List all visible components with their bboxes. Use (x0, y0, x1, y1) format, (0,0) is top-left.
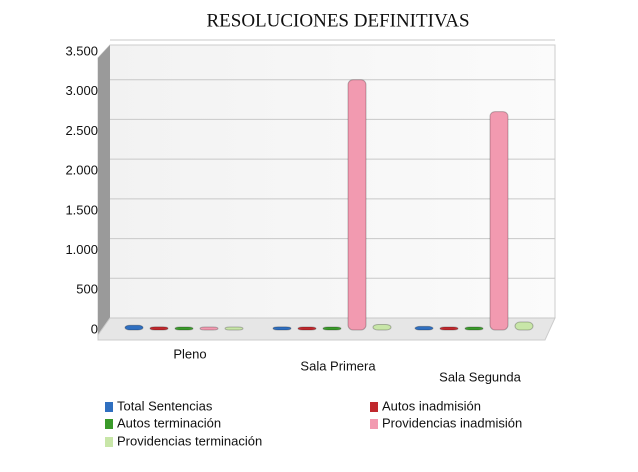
legend-label: Autos inadmisión (382, 398, 481, 413)
bar (464, 326, 484, 331)
x-tick-label: Sala Primera (300, 358, 376, 373)
bar (224, 326, 244, 331)
y-tick-label: 3.000 (65, 83, 98, 98)
chart-title: RESOLUCIONES DEFINITIVAS (206, 10, 469, 31)
y-tick-label: 2.500 (65, 123, 98, 138)
legend-swatch (105, 437, 113, 447)
legend-swatch (370, 402, 378, 412)
legend-label: Providencias inadmisión (382, 415, 522, 430)
legend-swatch (105, 402, 113, 412)
legend-swatch (105, 419, 113, 429)
x-tick-label: Sala Segunda (439, 369, 521, 384)
bar (514, 321, 534, 331)
back-wall (97, 44, 556, 337)
y-tick-label: 1.500 (65, 202, 98, 217)
y-tick-label: 0 (91, 321, 98, 336)
y-tick-label: 2.000 (65, 163, 98, 178)
bar (489, 111, 509, 331)
x-tick-label: Pleno (173, 346, 206, 361)
legend-label: Total Sentencias (117, 398, 213, 413)
legend-label: Providencias terminación (117, 433, 262, 448)
bar (347, 79, 367, 331)
side-wall (98, 45, 110, 335)
y-tick-label: 1.000 (65, 242, 98, 257)
bar (272, 326, 292, 331)
bar (322, 326, 342, 331)
bar (439, 326, 459, 331)
bar (297, 326, 317, 331)
bar (414, 325, 434, 331)
bar (372, 323, 392, 331)
bar (174, 326, 194, 331)
y-tick-label: 500 (76, 282, 98, 297)
bar (149, 326, 169, 331)
bar (124, 324, 144, 331)
legend-swatch (370, 419, 378, 429)
bar (199, 326, 219, 331)
legend-label: Autos terminación (117, 415, 221, 430)
y-tick-label: 3.500 (65, 43, 98, 58)
